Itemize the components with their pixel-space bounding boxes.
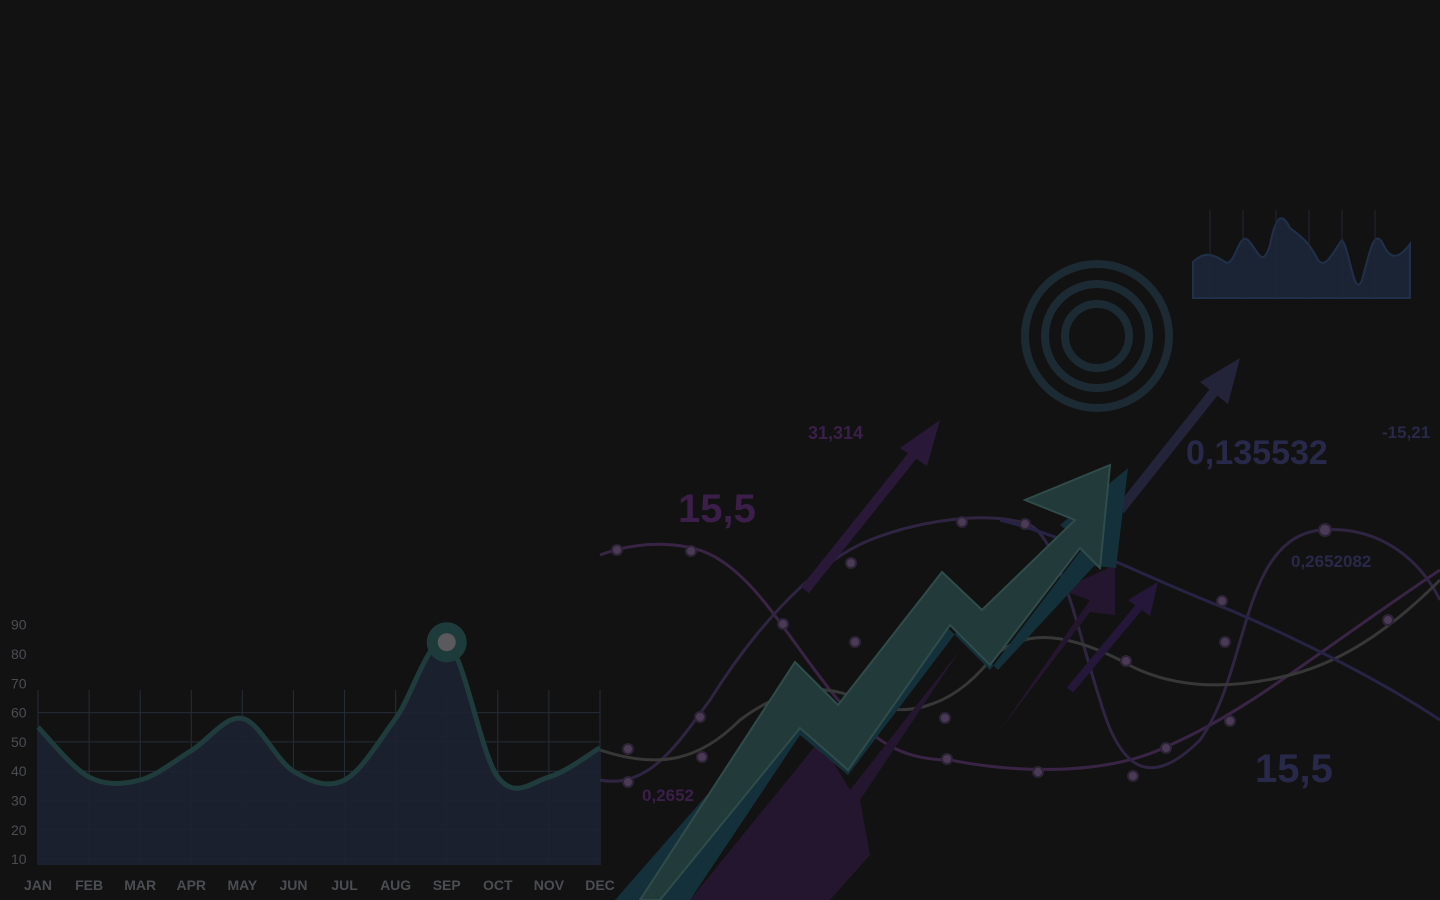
area-series-line <box>36 638 602 791</box>
y-tick-label: 60 <box>11 705 27 721</box>
thin-arrows <box>801 358 1240 693</box>
x-tick-label: JUN <box>279 877 307 893</box>
x-tick-label: FEB <box>75 877 103 893</box>
y-tick-label: 80 <box>11 646 27 662</box>
x-tick-label: SEP <box>433 877 461 893</box>
big-growth-arrow <box>615 463 1128 900</box>
x-tick-label: MAY <box>227 877 257 893</box>
number-15-5-purple: 15,5 <box>678 487 756 531</box>
y-tick-label: 70 <box>11 675 27 691</box>
target-icon <box>1021 260 1173 412</box>
x-axis-ticks: JAN FEB MAR APR MAY JUN JUL AUG SEP OCT NOV DEC <box>24 877 615 893</box>
decorative-numbers: 15,5 31,314 0,135532 -15,21 0,2652082 15… <box>642 423 1430 805</box>
y-tick-label: 10 <box>11 851 27 867</box>
curve-purple-1 <box>599 542 1440 771</box>
arrow-purple-shadow <box>690 565 1115 900</box>
x-tick-label: AUG <box>380 877 411 893</box>
x-tick-label: APR <box>176 877 206 893</box>
highlight-marker <box>426 622 467 663</box>
x-tick-label: DEC <box>585 877 615 893</box>
arrow-teal <box>638 463 1112 900</box>
mini-chart-grid <box>1209 210 1376 298</box>
marker-dot <box>437 633 456 652</box>
y-tick-label: 40 <box>11 763 27 779</box>
number-minus-15-21: -15,21 <box>1382 423 1430 442</box>
curve-markers <box>611 516 1394 788</box>
y-tick-label: 30 <box>11 793 27 809</box>
number-31-314: 31,314 <box>808 423 863 443</box>
x-tick-label: JUL <box>331 877 358 893</box>
x-tick-label: JAN <box>24 877 52 893</box>
y-axis-ticks: 10 20 30 40 50 60 70 80 90 <box>11 617 27 867</box>
y-tick-label: 90 <box>11 617 27 633</box>
x-tick-label: OCT <box>483 877 513 893</box>
number-15-5-navy: 15,5 <box>1255 747 1333 791</box>
number-0-135532: 0,135532 <box>1186 434 1328 472</box>
y-tick-label: 50 <box>11 734 27 750</box>
x-tick-label: NOV <box>534 877 565 893</box>
y-tick-label: 20 <box>11 822 27 838</box>
number-0-2652: 0,2652 <box>642 786 694 805</box>
number-0-2652082: 0,2652082 <box>1291 552 1371 571</box>
x-tick-label: MAR <box>124 877 156 893</box>
mini-area-chart <box>1192 210 1411 299</box>
area-series-fill <box>38 641 600 865</box>
curve-purple-2 <box>599 516 1440 783</box>
